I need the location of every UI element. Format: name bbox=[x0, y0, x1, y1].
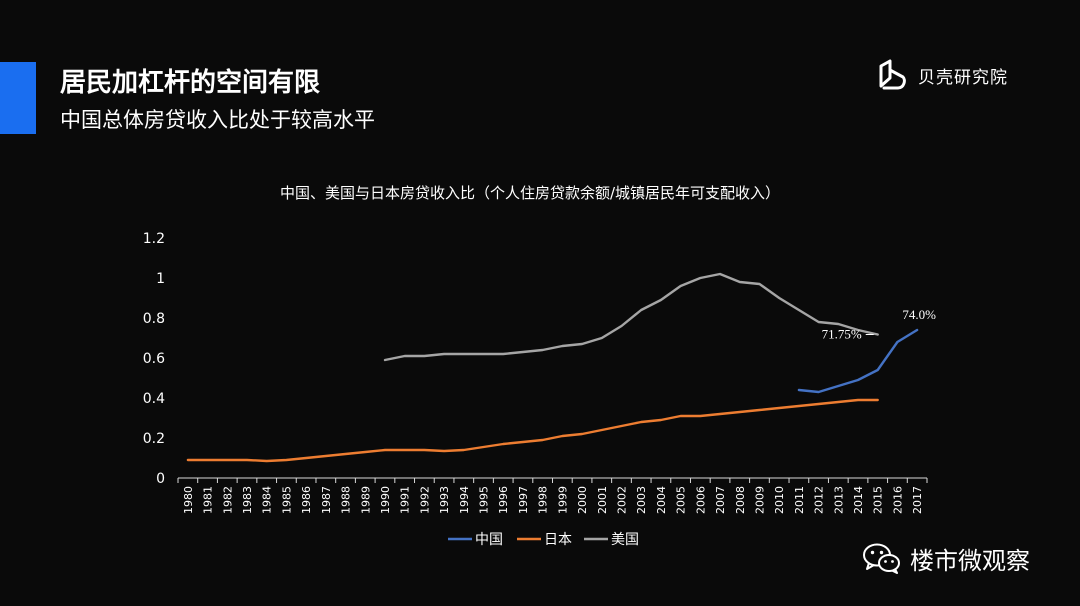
brand-name: 贝壳研究院 bbox=[918, 67, 1008, 88]
beike-logo-icon bbox=[879, 59, 906, 90]
x-tick-label: 1982 bbox=[221, 486, 234, 514]
x-tick-label: 2012 bbox=[813, 486, 826, 514]
accent-bar bbox=[0, 62, 36, 134]
x-tick-label: 2001 bbox=[596, 486, 609, 514]
x-tick-label: 2000 bbox=[576, 486, 589, 514]
x-tick-label: 1999 bbox=[556, 486, 569, 514]
x-tick-label: 2002 bbox=[615, 486, 628, 514]
x-tick-label: 2015 bbox=[872, 486, 885, 514]
wechat-icon bbox=[863, 543, 900, 574]
page-title: 居民加杠杆的空间有限 bbox=[60, 68, 321, 98]
x-tick-label: 2008 bbox=[734, 486, 747, 514]
x-tick-label: 1996 bbox=[497, 486, 510, 514]
x-tick-label: 2010 bbox=[773, 486, 786, 514]
chart-svg: 0 0.2 0.4 0.6 0.8 1 1.2 1980 1981 1982 1983 1984 198… bbox=[143, 231, 936, 548]
y-tick-label: 0.2 bbox=[143, 431, 165, 447]
x-tick-label: 1985 bbox=[280, 486, 293, 514]
page-subtitle: 中国总体房贷收入比处于较高水平 bbox=[60, 108, 375, 132]
x-tick-label: 1995 bbox=[478, 486, 491, 514]
x-tick-label: 2005 bbox=[675, 486, 688, 514]
x-tick-label: 1994 bbox=[458, 486, 471, 514]
x-tick-label: 2007 bbox=[714, 486, 727, 514]
legend-label: 美国 bbox=[611, 532, 639, 548]
x-tick-label: 1991 bbox=[399, 486, 412, 514]
x-tick-label: 2004 bbox=[655, 486, 668, 514]
series-line-2 bbox=[383, 272, 879, 362]
x-tick-label: 1993 bbox=[438, 486, 451, 514]
x-tick-label: 1989 bbox=[359, 486, 372, 514]
x-tick-label: 2013 bbox=[832, 486, 845, 514]
x-tick-label: 1998 bbox=[537, 486, 550, 514]
x-tick-label: 1980 bbox=[182, 486, 195, 514]
x-tick-label: 1988 bbox=[340, 486, 353, 514]
x-tick-label: 1983 bbox=[241, 486, 254, 514]
x-tick-label: 1986 bbox=[300, 486, 313, 514]
x-tick-label: 2011 bbox=[793, 486, 806, 514]
watermark-text: 楼市微观察 bbox=[910, 546, 1030, 575]
chart: 中国、美国与日本房贷收入比（个人住房贷款余额/城镇居民年可支配收入） 0 0.2 0… bbox=[0, 170, 1080, 560]
legend-label: 日本 bbox=[544, 532, 572, 548]
y-tick-label: 0 bbox=[156, 471, 165, 487]
x-tick-label: 2006 bbox=[694, 486, 707, 514]
x-tick-label: 1984 bbox=[261, 486, 274, 514]
x-tick-label: 1987 bbox=[320, 486, 333, 514]
series-line-1 bbox=[186, 398, 879, 463]
x-tick-label: 2016 bbox=[891, 486, 904, 514]
y-tick-label: 0.4 bbox=[143, 391, 165, 407]
y-tick-label: 0.8 bbox=[143, 311, 165, 327]
chart-title: 中国、美国与日本房贷收入比（个人住房贷款余额/城镇居民年可支配收入） bbox=[279, 184, 781, 202]
brand: 贝壳研究院 bbox=[876, 58, 1008, 92]
x-tick-label: 1997 bbox=[517, 486, 530, 514]
data-label: 74.0% bbox=[902, 307, 936, 322]
series-line-0 bbox=[797, 328, 919, 394]
watermark: 楼市微观察 bbox=[862, 540, 1030, 576]
y-tick-label: 1 bbox=[156, 271, 165, 287]
x-tick-label: 2014 bbox=[852, 486, 865, 514]
data-label: 71.75% bbox=[822, 327, 862, 342]
legend-label: 中国 bbox=[475, 532, 503, 548]
x-tick-label: 2009 bbox=[753, 486, 766, 514]
y-tick-label: 0.6 bbox=[143, 351, 165, 367]
y-tick-label: 1.2 bbox=[143, 231, 165, 247]
x-tick-label: 2003 bbox=[635, 486, 648, 514]
x-tick-label: 2017 bbox=[911, 486, 924, 514]
x-tick-label: 1992 bbox=[418, 486, 431, 514]
x-tick-label: 1990 bbox=[379, 486, 392, 514]
x-tick-label: 1981 bbox=[202, 486, 215, 514]
